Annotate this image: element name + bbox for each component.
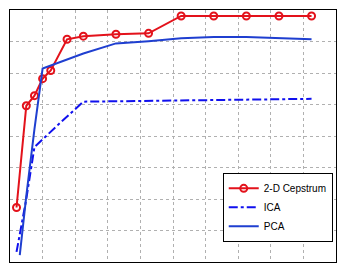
svg-text:ICA: ICA (264, 202, 281, 213)
svg-text:PCA: PCA (264, 221, 285, 232)
svg-text:2-D Cepstrum: 2-D Cepstrum (264, 183, 326, 194)
